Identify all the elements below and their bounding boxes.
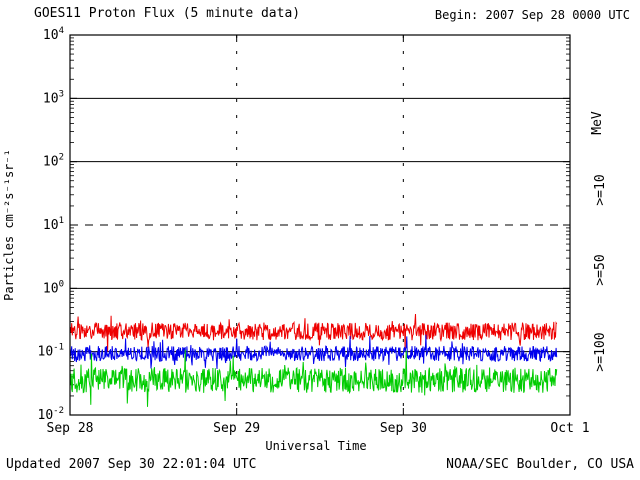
plot-layers: Sep 28 Sep 29 Sep 30 Oct 1 104 103 102 101 100 10… <box>38 26 590 436</box>
y-tick-label: 10-2 <box>38 406 65 423</box>
plot-frame <box>69 34 571 416</box>
series-label-ge100: >=100 <box>593 332 608 371</box>
series-label-ge10: >=10 <box>593 174 608 205</box>
series-trace->=50 <box>69 334 558 370</box>
y-tick-label: 10-1 <box>38 343 65 360</box>
x-tick-label: Sep 28 <box>47 421 94 436</box>
series-trace->=10 <box>69 313 558 352</box>
mev-units-label: MeV <box>590 111 605 135</box>
x-tick-label: Sep 29 <box>213 421 260 436</box>
y-tick-label: 102 <box>43 153 64 170</box>
credit-label: NOAA/SEC Boulder, CO USA <box>446 457 634 472</box>
series-trace->=100 <box>69 349 558 407</box>
series-label-ge50: >=50 <box>593 254 608 285</box>
x-tick-label: Oct 1 <box>550 421 589 436</box>
x-tick-label: Sep 30 <box>380 421 427 436</box>
y-tick-label: 100 <box>43 279 64 296</box>
updated-timestamp: Updated 2007 Sep 30 22:01:04 UTC <box>6 457 257 472</box>
y-tick-label: 103 <box>43 89 64 106</box>
chart-title: GOES11 Proton Flux (5 minute data) <box>34 6 301 21</box>
x-axis-label: Universal Time <box>265 439 366 453</box>
y-tick-label: 104 <box>43 26 64 43</box>
begin-timestamp: Begin: 2007 Sep 28 0000 UTC <box>434 8 630 22</box>
y-axis-label: Particles cm⁻²s⁻¹sr⁻¹ <box>2 149 16 301</box>
y-tick-label: 101 <box>43 216 64 233</box>
